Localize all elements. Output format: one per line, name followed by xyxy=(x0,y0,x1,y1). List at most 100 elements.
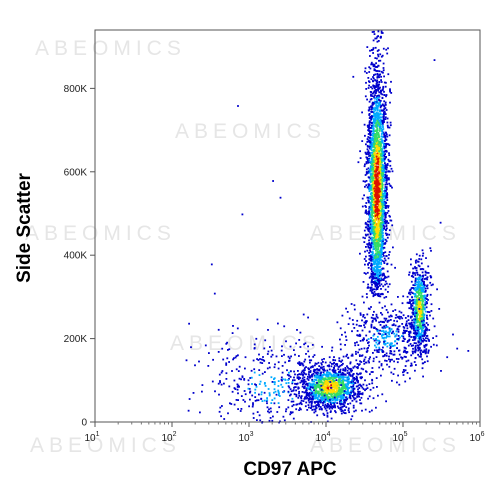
data-point xyxy=(410,307,413,310)
data-point xyxy=(379,217,382,219)
data-point xyxy=(373,68,376,71)
data-point xyxy=(416,303,419,306)
data-point xyxy=(377,30,380,33)
data-point xyxy=(323,382,326,384)
data-point xyxy=(364,222,367,225)
data-point xyxy=(368,236,371,239)
data-point xyxy=(356,330,359,332)
data-point xyxy=(340,412,343,415)
data-point xyxy=(343,385,346,387)
data-point xyxy=(446,356,449,359)
data-point xyxy=(412,312,415,315)
data-point xyxy=(456,347,459,350)
data-point xyxy=(371,196,374,198)
data-point xyxy=(316,382,318,384)
data-point xyxy=(315,385,318,388)
data-point xyxy=(371,95,374,97)
data-point xyxy=(381,166,384,169)
data-point xyxy=(318,365,321,367)
data-point xyxy=(361,295,364,298)
data-point xyxy=(419,301,422,304)
data-point xyxy=(415,253,418,256)
data-point xyxy=(372,85,375,88)
data-point xyxy=(385,324,388,327)
data-point xyxy=(389,215,391,218)
data-point xyxy=(361,393,364,396)
data-point xyxy=(387,126,389,129)
data-point xyxy=(333,394,336,397)
data-point xyxy=(306,383,309,386)
data-point xyxy=(381,256,383,258)
data-point xyxy=(381,306,384,309)
data-point xyxy=(298,392,300,395)
data-point xyxy=(299,401,302,404)
data-point xyxy=(344,344,346,346)
data-point xyxy=(415,296,418,299)
data-point xyxy=(372,170,375,173)
data-point xyxy=(417,302,420,305)
data-point xyxy=(324,377,327,380)
data-point xyxy=(379,255,381,258)
data-point xyxy=(326,395,329,398)
data-point xyxy=(374,157,377,160)
data-point xyxy=(417,335,419,337)
data-point xyxy=(372,276,375,279)
data-point xyxy=(309,366,312,369)
data-point xyxy=(430,249,432,252)
data-point xyxy=(334,390,336,393)
data-point xyxy=(381,274,384,277)
data-point xyxy=(308,355,310,358)
data-point xyxy=(421,310,424,313)
data-point xyxy=(387,143,390,145)
data-point xyxy=(380,206,382,209)
data-point xyxy=(382,126,384,128)
data-point xyxy=(397,296,399,298)
data-point xyxy=(369,160,372,163)
data-point xyxy=(319,376,322,379)
data-point xyxy=(375,182,378,185)
data-point xyxy=(433,325,436,328)
data-point xyxy=(331,395,334,398)
data-point xyxy=(336,382,339,384)
data-point xyxy=(318,380,321,382)
data-point xyxy=(413,361,416,363)
data-point xyxy=(277,385,280,387)
data-point xyxy=(422,252,425,255)
data-point xyxy=(365,161,368,163)
data-point xyxy=(376,282,379,284)
data-point xyxy=(379,284,381,287)
data-point xyxy=(420,306,423,309)
data-point xyxy=(375,122,378,124)
data-point xyxy=(370,218,372,221)
data-point xyxy=(364,163,366,166)
data-point xyxy=(422,286,425,289)
data-point xyxy=(372,260,374,262)
data-point xyxy=(198,360,200,363)
data-point xyxy=(374,217,377,219)
data-point xyxy=(370,168,373,171)
data-point xyxy=(384,171,387,174)
data-point xyxy=(380,30,383,33)
data-point xyxy=(342,372,345,375)
data-point xyxy=(385,143,388,145)
data-point xyxy=(414,369,416,372)
data-point xyxy=(335,396,338,398)
data-point xyxy=(418,325,420,328)
data-point xyxy=(425,348,428,351)
data-point xyxy=(324,386,326,388)
data-point xyxy=(409,289,411,292)
data-point xyxy=(365,206,367,208)
data-point xyxy=(382,333,385,336)
data-point xyxy=(415,259,418,262)
data-point xyxy=(421,314,424,316)
data-point xyxy=(384,193,387,196)
data-point xyxy=(410,299,413,302)
data-point xyxy=(391,224,394,227)
data-point xyxy=(385,334,388,337)
data-point xyxy=(421,321,424,324)
data-point xyxy=(370,254,372,256)
data-point xyxy=(417,290,420,292)
data-point xyxy=(339,408,342,411)
data-point xyxy=(375,234,378,236)
data-point xyxy=(310,389,313,392)
